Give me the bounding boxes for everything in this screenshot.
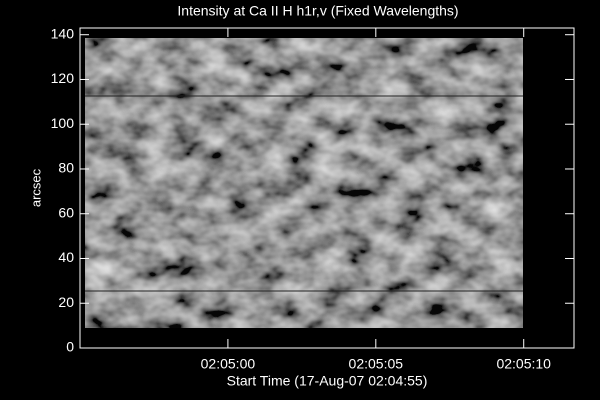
x-axis-label: Start Time (17-Aug-07 02:04:55) — [227, 373, 428, 389]
x-tick-label: 02:05:05 — [349, 356, 404, 372]
x-tick-label: 02:05:00 — [201, 356, 256, 372]
y-tick-label: 120 — [51, 70, 75, 86]
chart-title: Intensity at Ca II H h1r,v (Fixed Wavele… — [177, 3, 458, 19]
y-tick-label: 60 — [58, 204, 74, 220]
y-axis-label: arcsec — [28, 168, 43, 207]
y-tick-label: 100 — [51, 115, 75, 131]
y-tick-label: 0 — [66, 339, 74, 355]
y-tick-label: 40 — [58, 249, 74, 265]
y-tick-label: 140 — [51, 25, 75, 41]
y-tick-label: 80 — [58, 160, 74, 176]
y-tick-label: 20 — [58, 294, 74, 310]
plot-frame — [79, 27, 575, 349]
x-tick-label: 02:05:10 — [496, 356, 551, 372]
image-texture — [85, 38, 523, 328]
